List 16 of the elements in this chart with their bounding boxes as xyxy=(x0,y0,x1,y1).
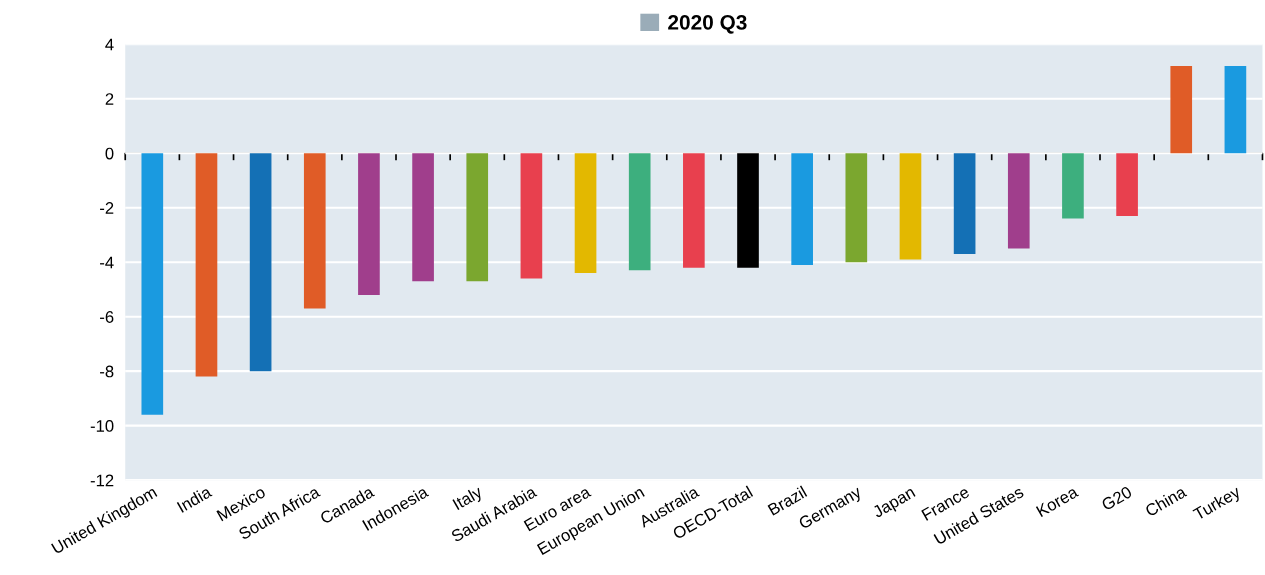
y-tick-label: -10 xyxy=(90,420,114,432)
y-tick-label: -8 xyxy=(100,365,114,378)
x-tick-label: Korea xyxy=(1035,485,1080,518)
y-tick-label: -12 xyxy=(90,474,114,487)
x-tick-label: Italy xyxy=(452,485,485,513)
x-tick-label: China xyxy=(1144,484,1188,517)
y-tick-label: 2 xyxy=(105,93,114,105)
text: 2020 Q3 xyxy=(668,14,747,34)
x-tick-label: G20 xyxy=(1100,485,1133,511)
y-tick-label: 0 xyxy=(105,147,114,160)
x-tick-label: Japan xyxy=(871,486,918,522)
x-tick-label: India xyxy=(176,484,213,513)
y-tick-label: -2 xyxy=(100,202,114,214)
y-tick-label: -4 xyxy=(100,256,114,269)
y-tick-label: -6 xyxy=(100,311,114,323)
y-tick-label: 4 xyxy=(105,38,114,51)
